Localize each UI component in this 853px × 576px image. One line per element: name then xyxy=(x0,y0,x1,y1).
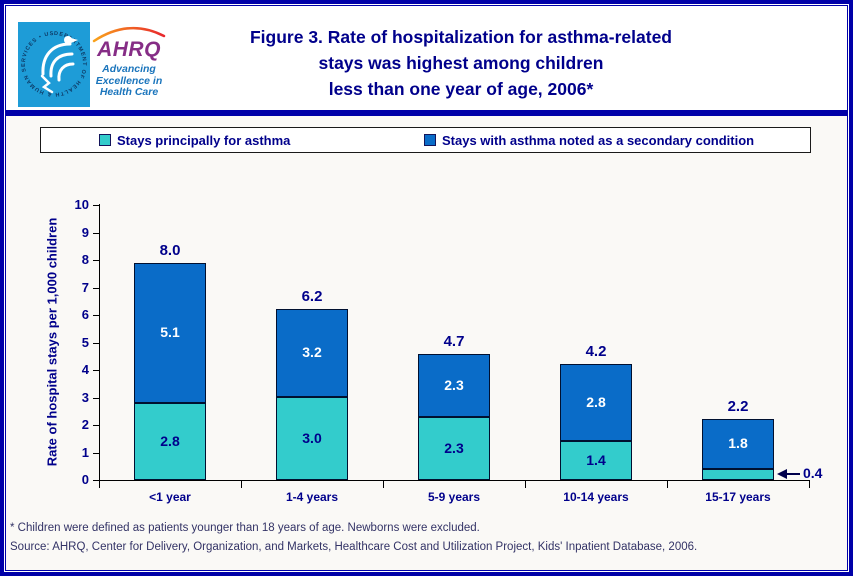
y-axis-tick xyxy=(93,287,99,289)
y-axis-tick xyxy=(93,342,99,344)
figure-title-line: less than one year of age, 2006* xyxy=(328,79,594,99)
tagline-line: Advancing xyxy=(102,63,156,75)
callout-value-label: 0.4 xyxy=(803,464,823,481)
bar-segment-secondary xyxy=(134,263,206,403)
bar-total-label: 4.2 xyxy=(585,343,607,360)
y-axis-tick xyxy=(93,480,99,481)
figure-title: Figure 3. Rate of hospitalization for as… xyxy=(171,24,751,102)
tagline-line: Health Care xyxy=(99,86,159,98)
bar-segment-principal xyxy=(560,441,632,480)
y-axis-tick xyxy=(93,370,99,371)
y-axis-tick xyxy=(93,425,99,426)
header: DEPARTMENT OF HEALTH & HUMAN SERVICES • … xyxy=(6,6,847,116)
y-axis-tick xyxy=(93,205,99,206)
legend-swatch-blue-icon xyxy=(424,134,436,146)
bar-segment-principal xyxy=(702,469,774,480)
x-axis-tick xyxy=(99,480,100,488)
bar-segment-principal xyxy=(418,417,490,480)
x-axis-tick xyxy=(525,480,526,488)
y-tick-label: 6 xyxy=(81,307,89,322)
legend-swatch-teal-icon xyxy=(99,134,111,146)
bar-segment-secondary xyxy=(702,419,774,469)
ahrq-logo: DEPARTMENT OF HEALTH & HUMAN SERVICES • … xyxy=(18,22,168,107)
x-axis-tick xyxy=(809,480,810,488)
bar-segment-principal xyxy=(134,403,206,480)
bar-total-label: 2.2 xyxy=(727,398,749,415)
y-tick-label: 8 xyxy=(81,252,89,267)
bar-segment-principal xyxy=(276,397,348,480)
ahrq-abbrev: AHRQ xyxy=(97,38,161,61)
legend-label: Stays principally for asthma xyxy=(117,132,291,148)
bar-segment-secondary xyxy=(418,354,490,417)
x-category-label: <1 year xyxy=(149,490,191,504)
bar-value-label: 2.3 xyxy=(444,376,464,393)
tagline-line: Excellence in xyxy=(95,74,163,87)
ahrq-tagline: Advancing Excellence in Health Care xyxy=(90,63,168,99)
x-axis-tick xyxy=(383,480,384,488)
y-axis-tick xyxy=(93,232,99,234)
chart-legend: Stays principally for asthma Stays with … xyxy=(40,127,811,153)
bar-value-label: 5.1 xyxy=(160,324,180,340)
footnote-source: Source: AHRQ, Center for Delivery, Organ… xyxy=(10,541,698,553)
hhs-seal: DEPARTMENT OF HEALTH & HUMAN SERVICES • … xyxy=(18,22,90,107)
y-tick-label: 4 xyxy=(81,362,89,377)
callout-arrow-line xyxy=(786,472,800,475)
x-category-label: 10-14 years xyxy=(563,490,629,504)
bar-total-label: 4.7 xyxy=(443,333,465,350)
x-axis-tick xyxy=(241,480,242,488)
bar-value-label: 2.3 xyxy=(444,439,464,456)
callout-arrowhead-icon xyxy=(777,468,787,479)
bar-segment-secondary xyxy=(276,309,348,397)
bar-total-label: 6.2 xyxy=(301,288,323,305)
bar-value-label: 1.4 xyxy=(586,451,606,468)
x-category-label: 15-17 years xyxy=(705,490,771,504)
x-category-label: 5-9 years xyxy=(427,490,481,504)
x-axis-line xyxy=(99,480,809,481)
footnote-definition: * Children were defined as patients youn… xyxy=(10,522,480,534)
y-tick-label: 9 xyxy=(81,224,89,240)
x-category-label: 1-4 years xyxy=(285,490,339,504)
bar-value-label: 1.8 xyxy=(728,435,748,451)
bar-value-label: 3.0 xyxy=(302,429,322,446)
bar-value-label: 3.2 xyxy=(302,344,322,360)
y-axis-line xyxy=(99,204,100,481)
figure-title-line: Figure 3. Rate of hospitalization for as… xyxy=(249,27,672,47)
ahrq-wordmark: AHRQ Advancing Excellence in Health Care xyxy=(90,22,168,107)
figure-title-line: stays was highest among children xyxy=(318,53,604,73)
bar-total-label: 8.0 xyxy=(159,242,181,259)
bar-segment-secondary xyxy=(560,364,632,441)
y-axis-tick xyxy=(93,397,99,399)
bar-value-label: 2.8 xyxy=(160,432,180,449)
y-axis-tick xyxy=(93,315,99,316)
y-tick-label: 3 xyxy=(81,389,89,405)
y-tick-label: 5 xyxy=(81,334,89,350)
legend-label: Stays with asthma noted as a secondary c… xyxy=(442,132,755,148)
ahrq-swoosh-icon xyxy=(92,26,166,43)
y-tick-label: 2 xyxy=(81,417,89,432)
x-axis-tick xyxy=(667,480,668,488)
bar-value-label: 2.8 xyxy=(586,393,606,410)
legend-item-secondary: Stays with asthma noted as a secondary c… xyxy=(424,128,754,152)
y-tick-label: 10 xyxy=(74,197,89,212)
y-axis-tick xyxy=(93,260,99,261)
legend-item-principal: Stays principally for asthma xyxy=(99,128,290,152)
hhs-eagle-icon: DEPARTMENT OF HEALTH & HUMAN SERVICES • … xyxy=(18,22,86,97)
y-tick-label: 1 xyxy=(81,444,89,460)
y-tick-label: 7 xyxy=(81,279,89,295)
y-tick-label: 0 xyxy=(81,472,89,487)
y-axis-tick xyxy=(93,452,99,454)
